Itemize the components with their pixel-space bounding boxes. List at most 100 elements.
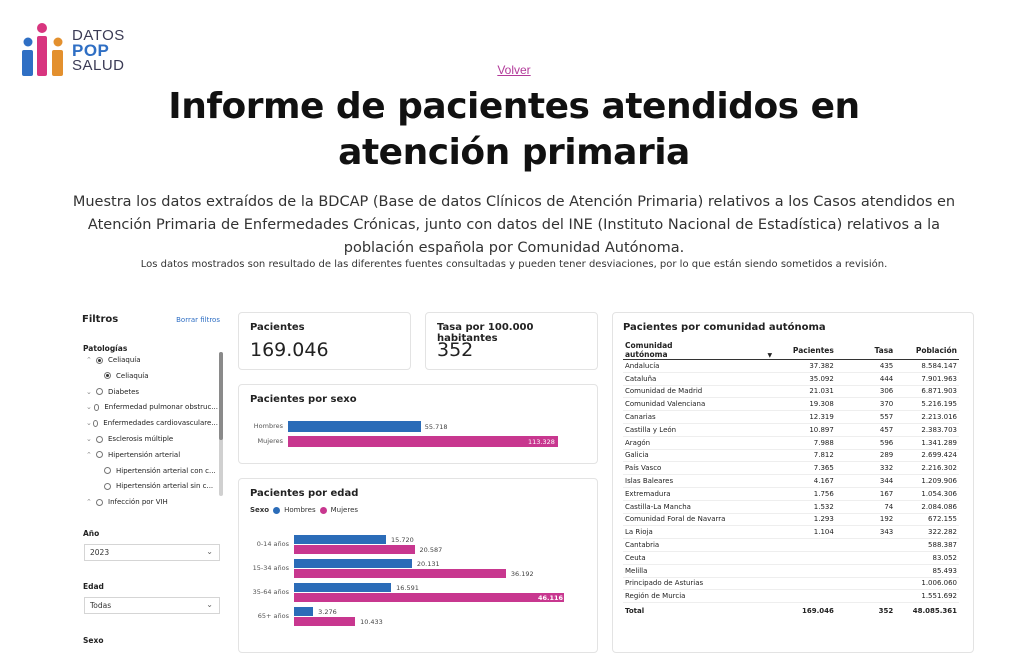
tree-scrollbar-thumb[interactable]: [219, 352, 223, 440]
page-description: Muestra los datos extraídos de la BDCAP …: [72, 194, 956, 256]
edad-bar-mujeres[interactable]: [294, 569, 506, 578]
chevron-up-icon[interactable]: ⌃: [86, 450, 92, 459]
datospop-salud-logo[interactable]: DATOS POP SALUD: [20, 22, 130, 82]
patologia-item[interactable]: ⌄ Diabetes: [86, 386, 218, 398]
chevron-down-icon[interactable]: ⌄: [86, 387, 92, 396]
cell-comunidad: Castilla y León: [623, 423, 775, 437]
table-row[interactable]: Andalucía 37.382 435 8.584.147: [623, 359, 959, 373]
table-row[interactable]: Comunidad Foral de Navarra 1.293 192 672.15…: [623, 513, 959, 527]
cell-pacientes: 1.532: [774, 500, 836, 514]
chevron-down-icon[interactable]: ⌄: [86, 435, 92, 443]
radio-button[interactable]: [96, 356, 103, 364]
table-row[interactable]: Islas Baleares 4.167 344 1.209.906: [623, 474, 959, 488]
sexo-bar[interactable]: [288, 421, 421, 432]
patologia-item[interactable]: Hipertensión arterial sin c...: [104, 480, 216, 492]
radio-button[interactable]: [92, 419, 99, 427]
pacientes-por-sexo-card: Pacientes por sexo Hombres 55.718 Mujeres 1…: [238, 384, 598, 464]
chevron-up-icon[interactable]: ⌃: [86, 356, 92, 364]
cell-poblacion: 8.584.147: [895, 359, 959, 373]
table-row[interactable]: Cataluña 35.092 444 7.901.963: [623, 372, 959, 386]
ccaa-table: Comunidad autónoma ▼ Pacientes Tasa Pobla…: [623, 341, 959, 619]
cell-poblacion: 588.387: [895, 538, 959, 552]
edad-bar-hombres[interactable]: [294, 559, 412, 568]
table-row[interactable]: Comunidad de Madrid 21.031 306 6.871.903: [623, 385, 959, 399]
patologia-item[interactable]: ⌃ Celiaquía: [86, 354, 218, 366]
radio-button[interactable]: [96, 435, 103, 443]
cell-pacientes: 37.382: [774, 359, 836, 373]
cell-tasa: 192: [835, 513, 896, 527]
table-row[interactable]: La Rioja 1.104 343 322.282: [623, 525, 959, 540]
table-row[interactable]: Comunidad Valenciana 19.308 370 5.216.195: [623, 397, 959, 412]
table-row[interactable]: Aragón 7.988 596 1.341.289: [623, 436, 959, 450]
chevron-down-icon[interactable]: ⌄: [86, 403, 92, 412]
cell-tasa: [835, 538, 896, 552]
age-group-label: 35-64 años: [252, 588, 289, 596]
chevron-up-icon[interactable]: ⌃: [86, 498, 92, 507]
anio-dropdown[interactable]: 2023 ⌄: [84, 544, 220, 561]
table-row[interactable]: País Vasco 7.365 332 2.216.302: [623, 461, 959, 476]
table-row[interactable]: Ceuta 83.052: [623, 551, 959, 565]
table-total-row[interactable]: Total 169.046 352 48.085.361: [623, 602, 959, 619]
cell-comunidad: Aragón: [623, 436, 775, 450]
table-row[interactable]: Castilla y León 10.897 457 2.383.703: [623, 423, 959, 437]
cell-tasa: 457: [835, 423, 896, 437]
patologia-item[interactable]: ⌃ Hipertensión arterial: [86, 449, 218, 461]
clear-filters-link[interactable]: Borrar filtros: [176, 316, 220, 324]
bar-label: Mujeres: [257, 437, 283, 445]
col-header-tasa[interactable]: Tasa: [835, 341, 896, 360]
patologia-label: Hipertensión arterial: [108, 450, 181, 459]
sexo-bar[interactable]: [288, 436, 558, 447]
edad-bar-hombres[interactable]: [294, 535, 387, 544]
edad-bar-hombres[interactable]: [294, 607, 314, 616]
radio-button[interactable]: [96, 498, 103, 506]
radio-button[interactable]: [104, 467, 111, 475]
cell-tasa: 74: [835, 500, 896, 514]
table-row[interactable]: Principado de Asturias 1.006.060: [623, 577, 959, 591]
cell-tasa: 167: [835, 487, 896, 501]
patologia-item[interactable]: ⌃ Infección por VIH: [86, 496, 218, 508]
col-header-poblacion[interactable]: Población: [895, 341, 959, 360]
bar-value-label: 113.328: [528, 438, 555, 446]
col-header-pacientes[interactable]: Pacientes: [774, 341, 836, 360]
table-row[interactable]: Extremadura 1.756 167 1.054.306: [623, 487, 959, 501]
radio-button[interactable]: [96, 451, 103, 459]
table-row[interactable]: Castilla-La Mancha 1.532 74 2.084.086: [623, 500, 959, 514]
patologia-item[interactable]: Celiaquía: [104, 370, 216, 382]
bar-label: Hombres: [253, 422, 283, 430]
cell-poblacion: 5.216.195: [895, 397, 959, 412]
chevron-down-icon[interactable]: ⌄: [86, 419, 92, 428]
patologia-item[interactable]: ⌄ Esclerosis múltiple: [86, 433, 218, 445]
patologia-item[interactable]: Hipertensión arterial con c...: [104, 465, 216, 477]
cell-comunidad: Extremadura: [623, 487, 775, 501]
patologia-item[interactable]: ⌄ Enfermedad pulmonar obstruc...: [86, 401, 218, 413]
volver-link[interactable]: Volver: [497, 63, 531, 77]
cell-pacientes: 4.167: [774, 474, 836, 488]
cell-comunidad: Principado de Asturias: [623, 577, 775, 591]
radio-button[interactable]: [96, 388, 103, 396]
cell-comunidad: Melilla: [623, 564, 775, 578]
age-group-label: 65+ años: [257, 612, 289, 620]
cell-poblacion: 1.006.060: [895, 577, 959, 591]
edad-bar-hombres[interactable]: [294, 583, 392, 592]
cell-pacientes: 7.812: [774, 449, 836, 463]
col-header-comunidad[interactable]: Comunidad autónoma ▼: [623, 341, 775, 360]
radio-button[interactable]: [104, 482, 111, 490]
pacientes-por-edad-card: Pacientes por edad Sexo Hombres Mujeres …: [238, 478, 598, 653]
table-row[interactable]: Cantabria 588.387: [623, 538, 959, 552]
table-row[interactable]: Melilla 85.493: [623, 564, 959, 578]
cell-tasa: 306: [835, 385, 896, 399]
table-row[interactable]: Canarias 12.319 557 2.213.016: [623, 410, 959, 424]
edad-bar-mujeres[interactable]: [294, 593, 564, 602]
legend-hombres-label: Hombres: [284, 506, 316, 514]
table-row[interactable]: Galicia 7.812 289 2.699.424: [623, 449, 959, 463]
patologia-item[interactable]: ⌄ Enfermedades cardiovasculare...: [86, 417, 218, 429]
radio-button[interactable]: [93, 403, 100, 411]
edad-bar-mujeres[interactable]: [294, 617, 356, 626]
edad-bar-mujeres[interactable]: [294, 545, 415, 554]
cell-comunidad: Andalucía: [623, 359, 775, 373]
cell-pacientes: [774, 551, 836, 565]
radio-button[interactable]: [104, 372, 111, 380]
table-row[interactable]: Región de Murcia 1.551.692: [623, 589, 959, 604]
edad-dropdown[interactable]: Todas ⌄: [84, 597, 220, 614]
cell-poblacion: 1.209.906: [895, 474, 959, 488]
